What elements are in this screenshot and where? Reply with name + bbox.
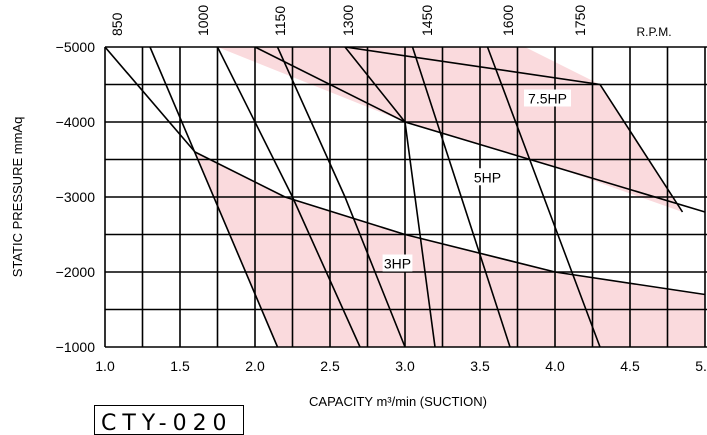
y-axis-title: STATIC PRESSURE mmAq bbox=[10, 117, 25, 278]
power-label-3hp: 3HP bbox=[384, 256, 411, 272]
x-tick-label: 1.5 bbox=[170, 358, 190, 374]
x-tick-label: 3.5 bbox=[470, 358, 490, 374]
chart-curves bbox=[105, 47, 706, 347]
x-tick-label: 5.0 bbox=[695, 358, 707, 374]
rpm-curve-1150 bbox=[216, 47, 361, 347]
rpm-curve-1000 bbox=[149, 47, 279, 347]
power-label-bg bbox=[524, 89, 571, 107]
rpm-curve-1750 bbox=[486, 47, 601, 347]
y-tick-label: −3000 bbox=[56, 189, 96, 205]
y-tick-label: −1000 bbox=[56, 339, 96, 355]
rpm-label-1150: 1150 bbox=[272, 6, 288, 36]
power-curve-5hp bbox=[254, 47, 706, 213]
rpm-label-1750: 1750 bbox=[572, 5, 588, 36]
power-label-bg bbox=[472, 168, 503, 186]
rpm-label-1600: 1600 bbox=[500, 5, 516, 36]
power-label-bg bbox=[382, 254, 413, 272]
x-tick-label: 1.0 bbox=[95, 358, 115, 374]
shaded-region-3hp bbox=[195, 152, 705, 347]
power-curve-7-5hp bbox=[344, 47, 684, 213]
power-label-7-5hp: 7.5HP bbox=[528, 91, 567, 107]
rpm-curve-850 bbox=[105, 47, 196, 153]
y-tick-label: −4000 bbox=[56, 114, 96, 130]
power-curve-3hp bbox=[194, 151, 706, 296]
rpm-label-850: 850 bbox=[109, 12, 125, 36]
y-tick-label: −5000 bbox=[56, 39, 96, 55]
x-axis-title: CAPACITY m³/min (SUCTION) bbox=[309, 394, 487, 409]
fan-performance-chart: 3HP 5HP 7.5HP 1.0 1.5 2.0 2.5 3.0 3.5 4.0 4.5 5.0 −1… bbox=[10, 5, 707, 409]
x-tick-label: 3.0 bbox=[395, 358, 415, 374]
x-tick-label: 2.5 bbox=[320, 358, 340, 374]
rpm-unit-label: R.P.M. bbox=[636, 25, 671, 39]
rpm-label-1450: 1450 bbox=[419, 5, 435, 36]
model-label: CTY-020 bbox=[101, 411, 233, 435]
x-tick-label: 2.0 bbox=[245, 358, 265, 374]
power-label-5hp: 5HP bbox=[474, 169, 501, 185]
x-tick-label: 4.0 bbox=[545, 358, 565, 374]
x-tick-label: 4.5 bbox=[620, 358, 640, 374]
rpm-label-1300: 1300 bbox=[340, 5, 356, 36]
rpm-label-1000: 1000 bbox=[195, 5, 211, 36]
y-tick-label: −2000 bbox=[56, 264, 96, 280]
rpm-curve-1600 bbox=[411, 47, 511, 347]
model-label-box: CTY-020 bbox=[94, 405, 244, 435]
rpm-curve-1300 bbox=[276, 47, 406, 347]
